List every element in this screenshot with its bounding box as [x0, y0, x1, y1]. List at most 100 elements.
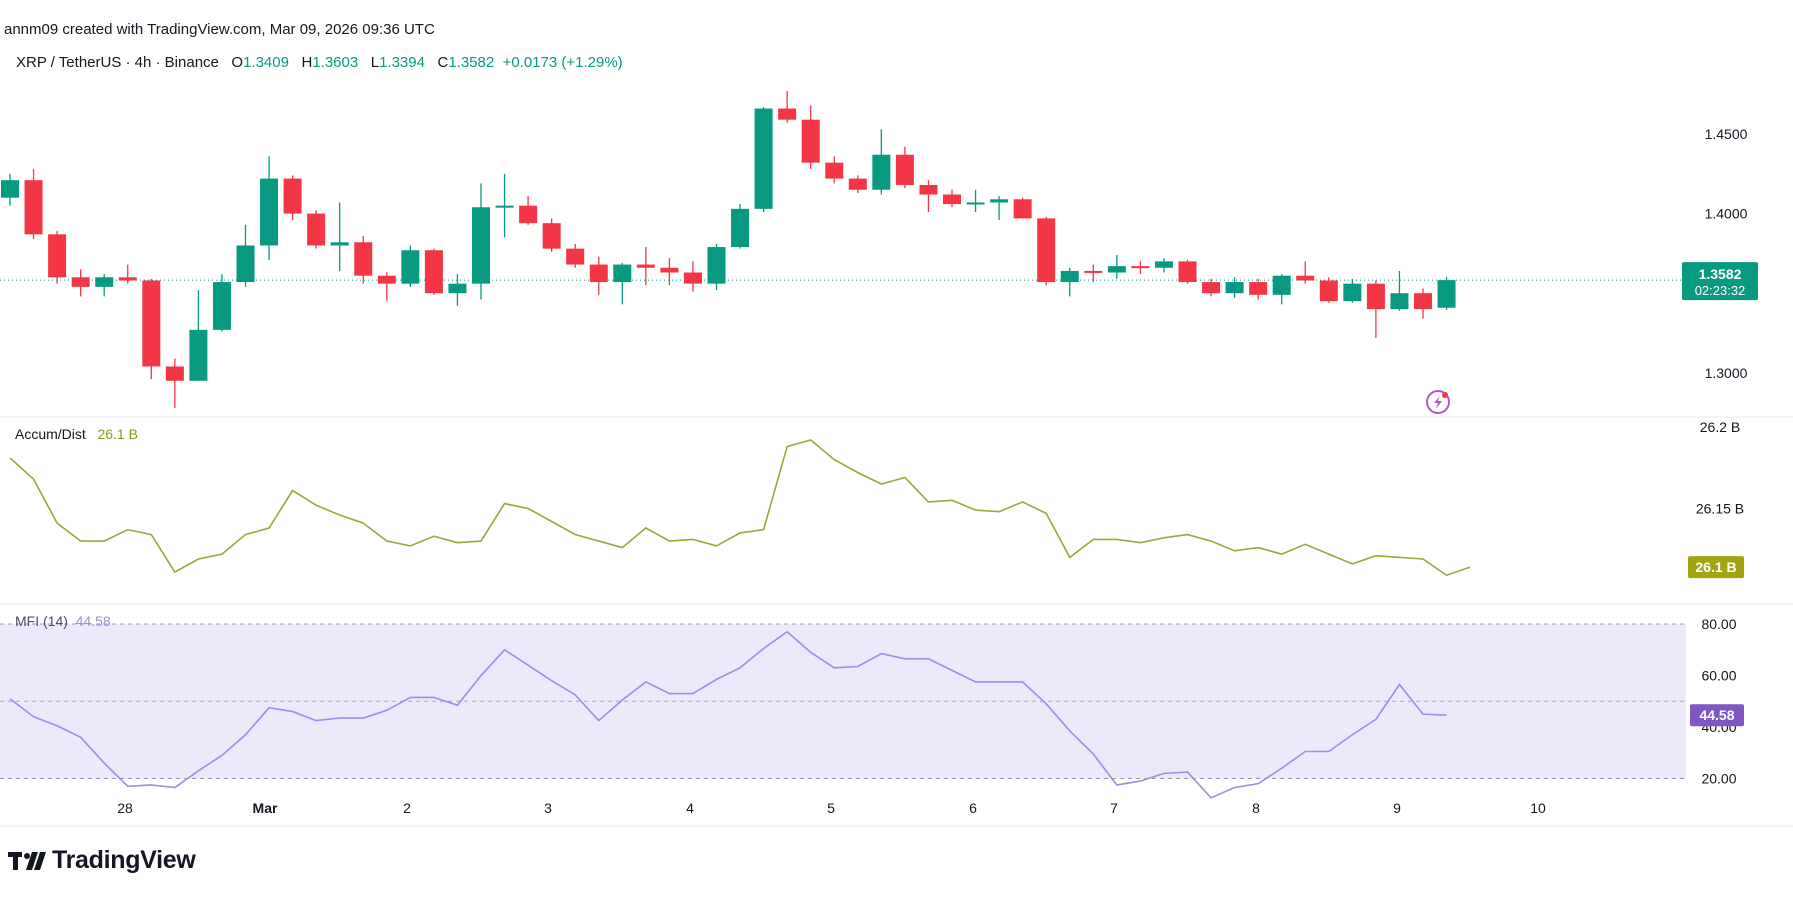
candle-body — [754, 108, 773, 209]
candle-body — [330, 242, 349, 246]
candle — [1437, 276, 1456, 311]
last-price-badge — [1682, 262, 1758, 301]
candle — [354, 235, 373, 284]
candle-body — [354, 242, 373, 276]
candle-body — [519, 205, 538, 224]
change-value: +0.0173 (+1.29%) — [502, 54, 623, 71]
accum-dist-tick-label: 26.15 B — [1696, 500, 1744, 516]
candle-body — [165, 366, 184, 381]
candle — [1178, 259, 1197, 284]
candle — [1414, 288, 1432, 319]
candle — [589, 256, 608, 295]
candle-body — [236, 245, 255, 283]
candle-body — [189, 329, 208, 381]
candle — [1202, 278, 1221, 297]
lightning-icon-dot — [1442, 392, 1448, 398]
candle-body — [472, 207, 490, 284]
candle — [1060, 267, 1079, 297]
accum-dist-line — [9, 439, 1471, 577]
candle-body — [566, 248, 585, 265]
candle — [495, 173, 514, 238]
candle — [71, 269, 90, 297]
candle-body — [1131, 266, 1150, 269]
price-tick-label: 1.4000 — [1705, 206, 1748, 222]
mfi-title[interactable]: MFI (14) — [15, 613, 68, 629]
countdown-label: 02:23:32 — [1695, 283, 1746, 298]
candle-body — [1037, 218, 1056, 283]
tradingview-logo[interactable]: TradingView — [8, 846, 196, 875]
tradingview-logo-text: TradingView — [52, 846, 196, 874]
candle-body — [1272, 275, 1291, 295]
accum-dist-legend[interactable]: Accum/Dist 26.1 B — [15, 426, 138, 442]
time-tick-label: 28 — [117, 800, 133, 816]
candle — [24, 169, 43, 240]
candle-body — [801, 119, 820, 163]
candle-body — [283, 178, 302, 214]
candle-body — [707, 247, 726, 284]
candle-body — [778, 108, 797, 120]
symbol-legend[interactable]: XRP / TetherUS · 4h · Binance O1.3409 H1… — [16, 54, 623, 71]
candle — [283, 175, 302, 220]
mfi-badge — [1690, 704, 1744, 727]
candle-body — [1366, 283, 1385, 310]
candle-body — [1084, 270, 1103, 273]
candle — [1037, 216, 1056, 286]
candle-body — [919, 184, 938, 195]
candle — [1131, 261, 1150, 275]
candle — [472, 183, 490, 300]
candle-body — [48, 234, 67, 278]
time-tick-label: 10 — [1530, 800, 1546, 816]
candle — [1, 173, 19, 206]
candle-body — [683, 272, 702, 284]
candle-body — [260, 178, 279, 246]
price-tick-label: 1.3000 — [1705, 365, 1748, 381]
mfi-legend[interactable]: MFI (14) 44.58 — [15, 613, 111, 629]
accum-dist-title[interactable]: Accum/Dist — [15, 426, 86, 442]
candle-body — [142, 280, 161, 367]
candle-body — [848, 178, 867, 190]
candle-body — [495, 205, 514, 208]
candle — [872, 129, 891, 195]
candle — [401, 245, 420, 287]
candle-body — [118, 277, 137, 281]
price-tick-label: 1.4500 — [1705, 126, 1748, 142]
candle — [165, 358, 184, 408]
candle — [1154, 258, 1173, 273]
candle-body — [1225, 282, 1244, 294]
candle-body — [636, 264, 655, 268]
candle — [189, 290, 208, 381]
mfi-line — [9, 630, 1447, 799]
accum-dist-tick-label: 26.2 B — [1700, 419, 1740, 435]
candle — [1013, 197, 1032, 219]
candle-body — [1414, 293, 1432, 310]
candle — [118, 264, 137, 284]
candle — [519, 196, 538, 225]
close-value: 1.3582 — [448, 54, 495, 71]
candle-body — [424, 250, 443, 294]
lightning-icon-ring — [1426, 390, 1450, 414]
candle — [966, 189, 985, 213]
candle — [377, 272, 396, 302]
open-value: 1.3409 — [243, 54, 289, 71]
symbol-label[interactable]: XRP / TetherUS · 4h · Binance — [16, 54, 219, 71]
mfi-tick-label: 20.00 — [1701, 771, 1736, 787]
time-tick-label: 6 — [969, 800, 977, 816]
time-tick-label: Mar — [253, 800, 278, 816]
candle — [848, 175, 867, 193]
candle — [895, 146, 914, 189]
lightning-icon — [1426, 390, 1450, 414]
candle-body — [1437, 280, 1456, 308]
candle-body — [1154, 261, 1173, 268]
candle — [990, 196, 1009, 220]
candle-body — [1319, 280, 1338, 302]
candle — [1249, 278, 1268, 300]
candle — [754, 106, 773, 213]
candle — [260, 156, 279, 260]
candle — [919, 180, 938, 213]
candle-body — [660, 267, 679, 273]
time-tick-label: 7 — [1110, 800, 1118, 816]
time-tick-label: 9 — [1393, 800, 1401, 816]
candle — [95, 274, 114, 297]
candle — [542, 218, 561, 252]
